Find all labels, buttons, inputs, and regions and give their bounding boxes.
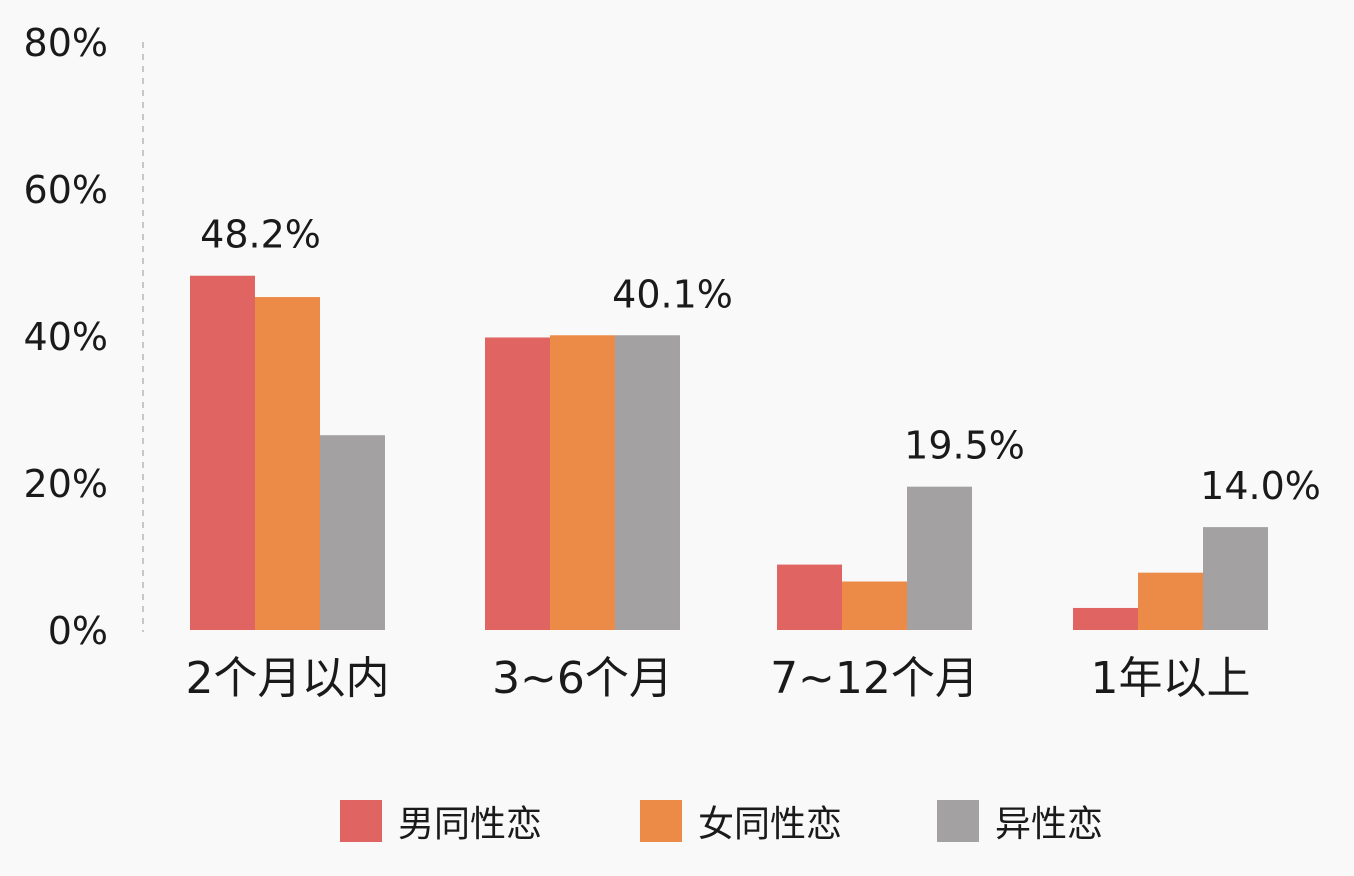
y-tick-label: 80% [24, 21, 108, 65]
legend-swatch [340, 800, 382, 842]
bar [255, 297, 320, 630]
data-label: 40.1% [612, 272, 733, 316]
bar [190, 275, 255, 630]
legend-label: 女同性恋 [698, 804, 842, 845]
category-label: 2个月以内 [186, 653, 390, 704]
legend-item: 男同性恋 [340, 800, 542, 845]
bar [777, 564, 842, 630]
data-label: 14.0% [1200, 464, 1321, 508]
y-tick-label: 0% [48, 609, 108, 653]
category-label: 7~12个月 [770, 653, 979, 704]
bar [907, 486, 972, 630]
legend-swatch [640, 800, 682, 842]
bar [1138, 572, 1203, 630]
bar [485, 337, 550, 630]
y-tick-label: 40% [24, 315, 108, 359]
bar [550, 335, 615, 630]
legend-swatch [937, 800, 979, 842]
legend-item: 异性恋 [937, 800, 1103, 845]
bar [615, 335, 680, 630]
legend-label: 男同性恋 [398, 804, 542, 845]
data-label: 48.2% [200, 213, 321, 257]
legend-item: 女同性恋 [640, 800, 842, 845]
data-label: 19.5% [904, 424, 1025, 468]
category-label: 3~6个月 [492, 653, 673, 704]
category-label: 1年以上 [1091, 653, 1251, 704]
y-tick-label: 60% [24, 168, 108, 212]
bar [1203, 527, 1268, 630]
legend-label: 异性恋 [995, 804, 1103, 845]
y-tick-label: 20% [24, 462, 108, 506]
bar [1073, 607, 1138, 630]
bar [320, 435, 385, 630]
bar [842, 581, 907, 630]
